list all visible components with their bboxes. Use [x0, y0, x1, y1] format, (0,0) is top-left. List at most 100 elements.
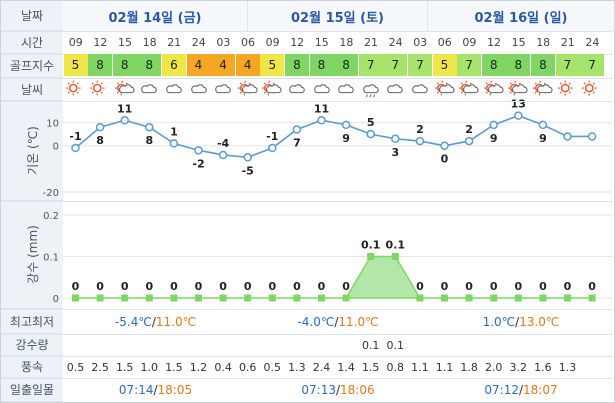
rain-axis-label: 강수 (mm) [1, 201, 63, 309]
golf-index-cell: 5 [432, 54, 457, 76]
sunrise-3: 07:12 [484, 383, 519, 397]
precip-cell [556, 334, 580, 356]
sun-day-3: 07:12/18:07 [428, 378, 614, 402]
time-label: 시간 [1, 31, 63, 54]
hour-cell: 15 [511, 35, 526, 49]
precip-point [539, 294, 547, 302]
minmax-day-2: -4.0℃/11.0℃ [248, 309, 428, 334]
precip-cell [187, 334, 211, 356]
cloud-icon [383, 79, 407, 99]
data-label: -2 [192, 157, 204, 170]
minmax-sep-1: / [151, 314, 156, 329]
cloud-icon [285, 79, 309, 99]
y-tick-label: 0 [53, 142, 59, 153]
wind-cell: 1.3 [288, 360, 306, 374]
hour-cell: 21 [560, 35, 575, 49]
sun-icon [88, 79, 112, 99]
precip-cell [310, 334, 334, 356]
precip-point [121, 294, 129, 302]
min-temp-3: 1.0℃ [482, 314, 516, 329]
precip-cell [211, 334, 235, 356]
precip-cell [236, 334, 260, 356]
temp-point [194, 146, 203, 155]
row-divider [1, 378, 615, 379]
golf-index-cell: 8 [506, 54, 531, 76]
golf-index-cell: 7 [358, 54, 383, 76]
golf-index-cell: 8 [334, 54, 359, 76]
golf-index-cell: 7 [457, 54, 482, 76]
hour-cell: 24 [191, 35, 206, 49]
wind-cell: 0.8 [386, 360, 405, 374]
precip-point [514, 294, 522, 302]
hour-cell: 18 [142, 35, 157, 49]
row-divider [1, 356, 615, 357]
day-header-2: 02월 15일 (토) [248, 1, 428, 31]
date-label: 날짜 [1, 1, 63, 31]
data-label: 11 [117, 102, 132, 115]
data-label: 8 [96, 134, 104, 147]
cloud-icon [137, 79, 161, 99]
data-label: 0 [96, 280, 104, 293]
data-label: 0 [145, 280, 153, 293]
precip-cell [433, 334, 457, 356]
data-label: -1 [266, 130, 278, 143]
data-label: 9 [490, 132, 498, 145]
sunrise-1: 07:14 [118, 383, 154, 397]
golf-index-cell: 4 [235, 54, 260, 76]
hour-cell: 18 [536, 35, 551, 49]
wind-cell: 1.0 [140, 360, 159, 374]
minmax-day-3: 1.0℃/13.0℃ [428, 309, 614, 334]
data-label: 0 [342, 280, 350, 293]
minmax-sep-2: / [334, 314, 339, 329]
data-label: 2 [416, 123, 424, 136]
precip-point [465, 294, 473, 302]
precip-cell [162, 334, 186, 356]
golf-index-label: 골프지수 [1, 54, 63, 78]
temp-point [514, 111, 523, 120]
precip-point [219, 294, 227, 302]
minmax-label: 최고최저 [1, 309, 63, 334]
golf-index-cell: 7 [580, 54, 605, 76]
y-tick-label: 0.2 [43, 211, 59, 222]
precip-label: 강수량 [1, 334, 63, 356]
minmax-day-1: -5.4℃/11.0℃ [63, 309, 248, 334]
precip-cell [482, 334, 506, 356]
precip-cell [408, 334, 432, 356]
precip-cell: 0.1 [361, 338, 380, 352]
precip-cell [457, 334, 481, 356]
hour-cell: 09 [68, 35, 83, 49]
data-label: 7 [293, 137, 301, 150]
golf-index-cell: 8 [112, 54, 137, 76]
hour-cell: 09 [462, 35, 477, 49]
temp-axis-label: 기온 (℃) [1, 101, 63, 201]
data-label: 2 [465, 123, 473, 136]
data-label: 0 [219, 280, 227, 293]
data-label: 9 [342, 132, 350, 145]
sun-label: 일출일몰 [1, 378, 63, 402]
y-tick-label: -20 [43, 188, 59, 199]
wind-cell: 2.5 [91, 360, 109, 374]
wind-cell: 3.2 [509, 360, 528, 374]
partly-cloudy-icon [482, 79, 506, 99]
golf-index-cell: 4 [211, 54, 236, 76]
row-divider [1, 309, 615, 310]
data-label: -1 [69, 130, 81, 143]
sun-day-1: 07:14/18:05 [63, 378, 248, 402]
precip-point [391, 253, 399, 260]
day-header-1: 02월 14일 (금) [63, 1, 248, 31]
wind-cell: 0.4 [214, 360, 232, 374]
y-tick-label: 0.1 [43, 253, 59, 264]
rain-axis-text: 강수 (mm) [25, 225, 40, 284]
hour-cell: 24 [388, 35, 403, 49]
y-tick-label: 0 [53, 294, 59, 305]
data-label: 0 [588, 280, 596, 293]
temp-axis-text: 기온 (℃) [25, 126, 40, 175]
golf-index-cell: 5 [63, 54, 88, 76]
wind-cell: 1.5 [361, 360, 380, 374]
wind-cell: 1.8 [460, 360, 478, 374]
partly-cloudy-icon [531, 79, 555, 99]
cloud-icon [334, 79, 358, 99]
data-label: 9 [539, 132, 547, 145]
hour-cell: 12 [93, 35, 108, 49]
